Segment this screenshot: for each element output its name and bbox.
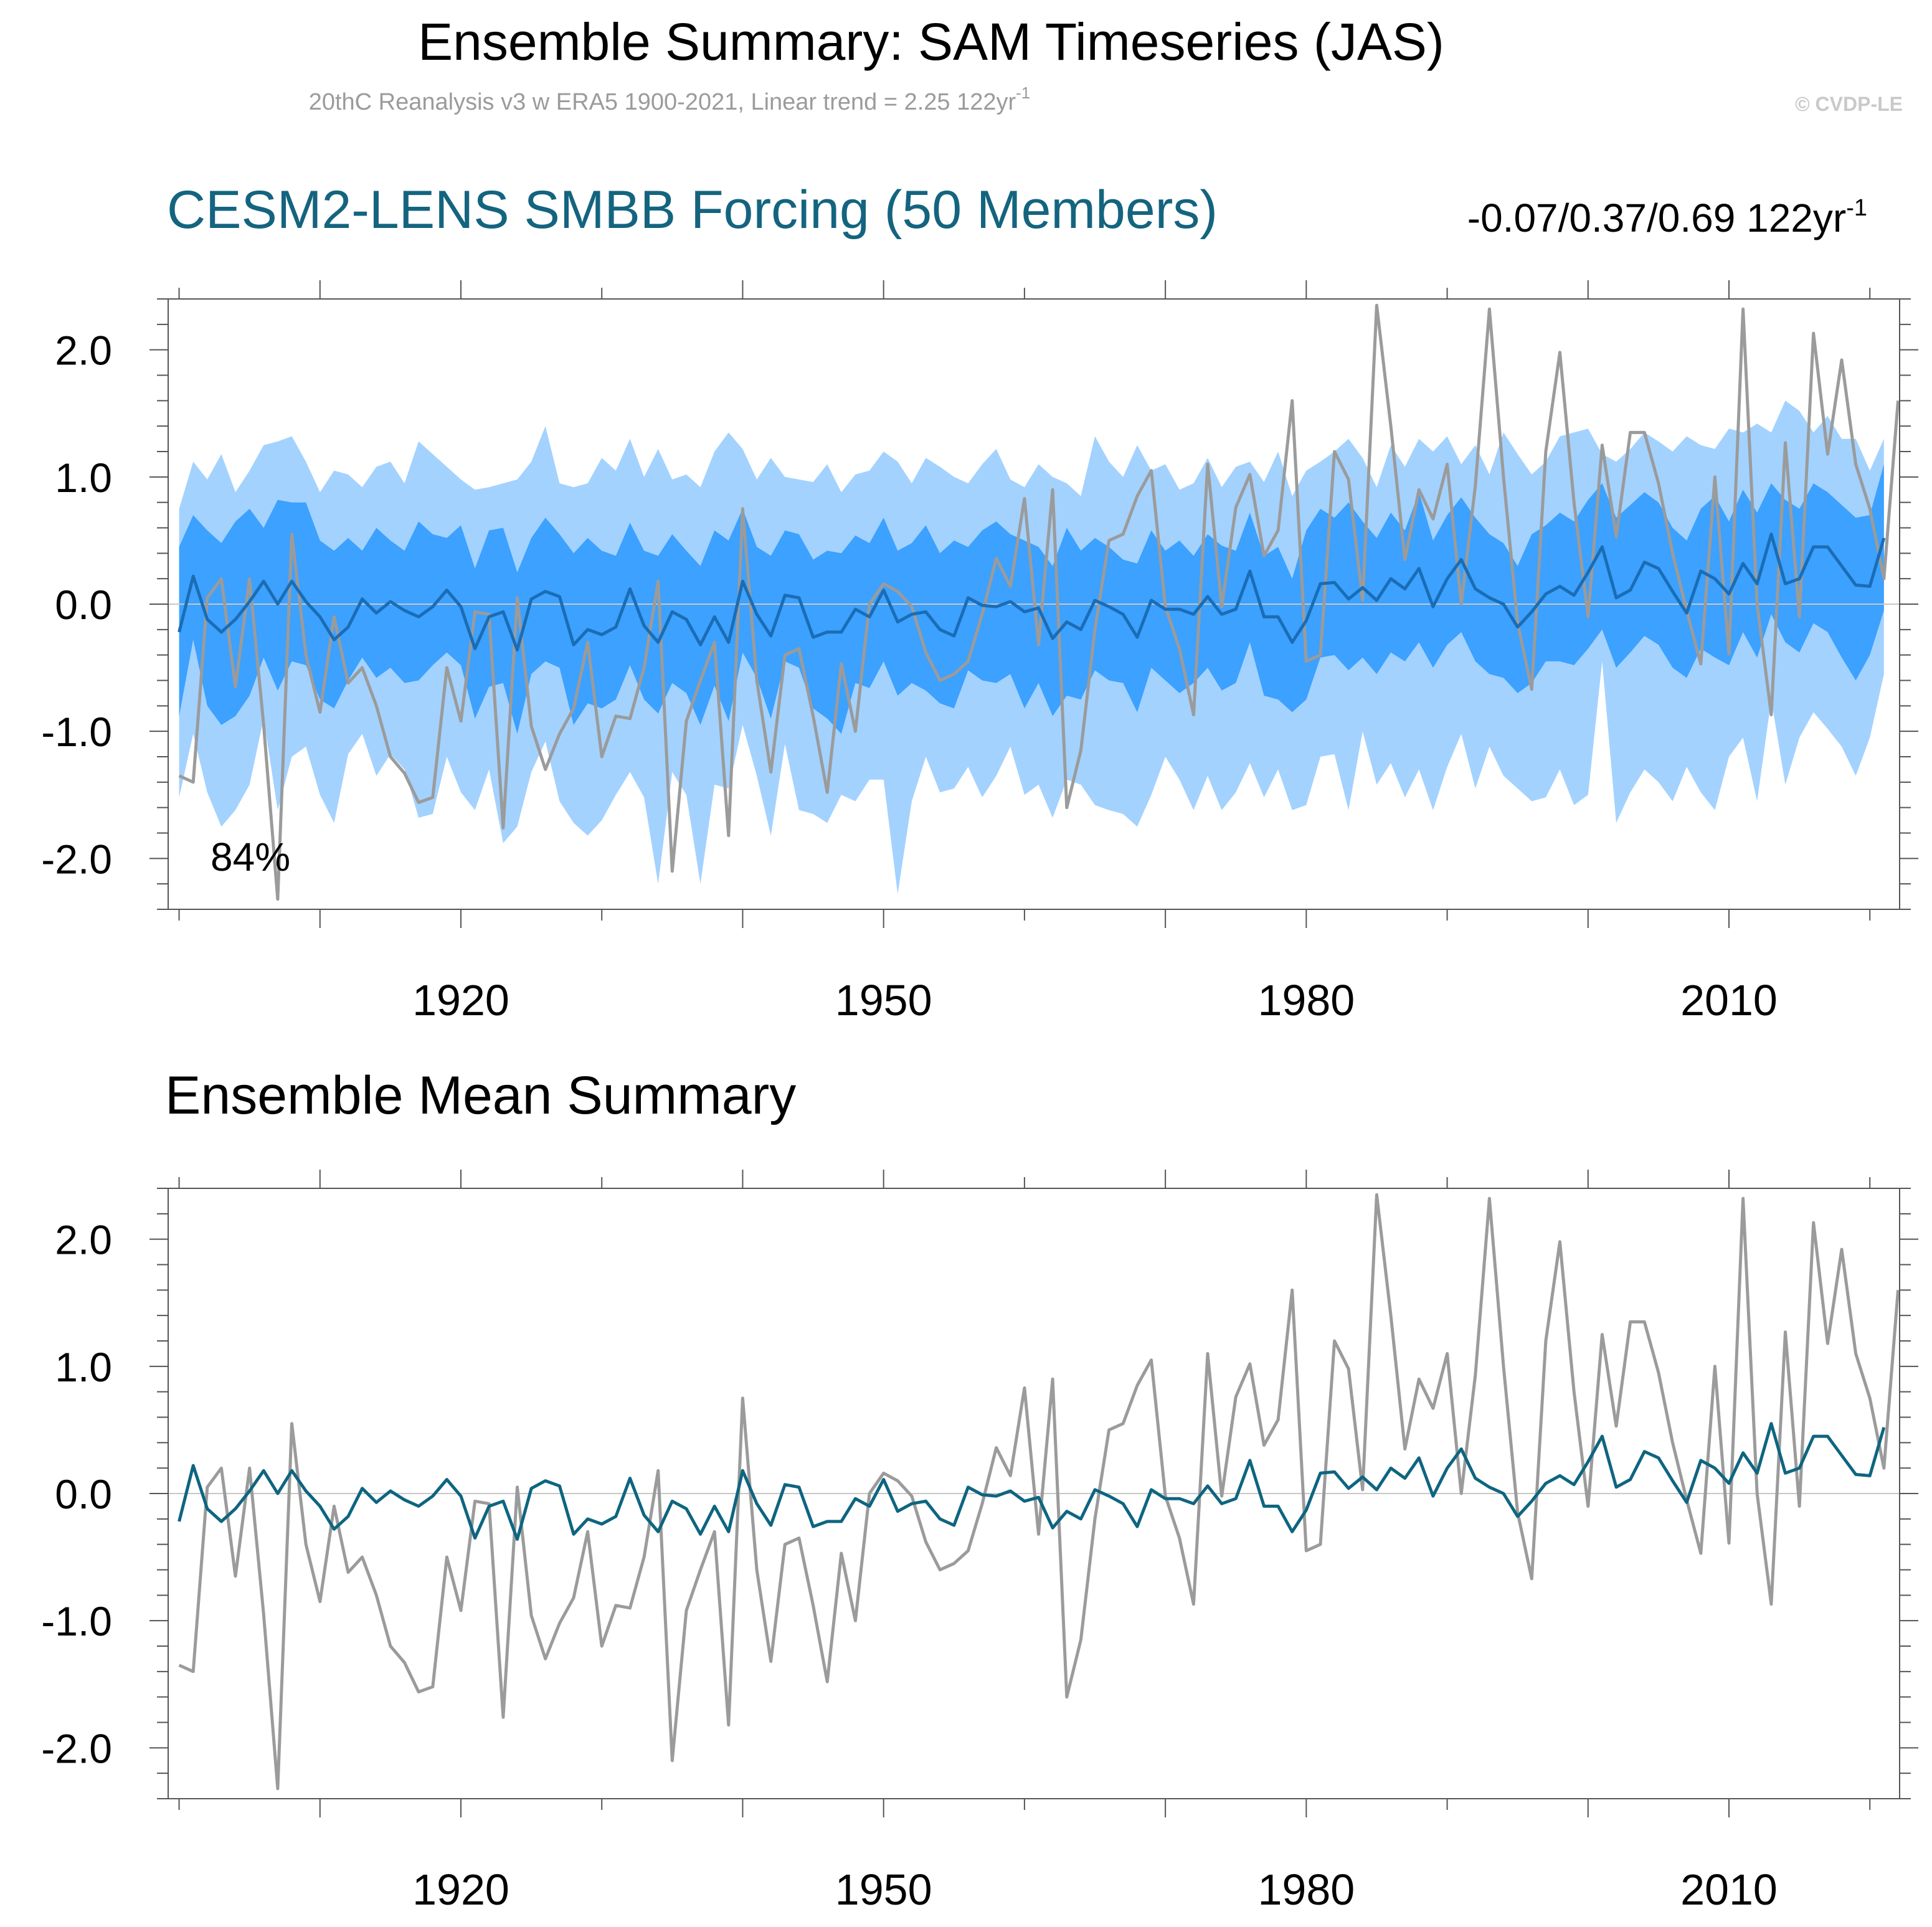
bottom-axes: 2.0 1.0 0.0 -1.0 -2.0 1920 1950 1980 2010 <box>41 1170 1918 1914</box>
bottom-xtick-label: 1950 <box>835 1865 932 1914</box>
bottom-panel-title: Ensemble Mean Summary <box>165 1066 796 1125</box>
bottom-ytick-label: 0.0 <box>55 1471 112 1517</box>
bottom-panel: 2.0 1.0 0.0 -1.0 -2.0 1920 1950 1980 2010 <box>41 1170 1918 1914</box>
top-percent-annotation: 84% <box>211 835 290 879</box>
top-xtick-label: 2010 <box>1680 976 1778 1025</box>
bottom-ensemble-mean-line <box>178 1422 1886 1541</box>
bottom-ytick-label: -1.0 <box>41 1598 112 1644</box>
bottom-xtick-label: 2010 <box>1680 1865 1778 1914</box>
top-trend-text: -0.07/0.37/0.69 122yr <box>1467 196 1846 240</box>
top-ytick-label: -2.0 <box>41 836 112 882</box>
top-panel: 2.0 1.0 0.0 -1.0 -2.0 1920 1950 1980 2010 <box>41 280 1918 1025</box>
top-panel-title: CESM2-LENS SMBB Forcing (50 Members) <box>167 180 1218 240</box>
bottom-ytick-label: 2.0 <box>55 1217 112 1263</box>
subtitle-superscript: -1 <box>1016 83 1030 102</box>
bottom-observed-series-line <box>178 1193 1900 1791</box>
top-ensemble-mean-line <box>178 533 1886 651</box>
bottom-ytick-label: 1.0 <box>55 1344 112 1390</box>
copyright-label: © CVDP-LE <box>1795 93 1903 115</box>
top-xtick-label: 1950 <box>835 976 932 1025</box>
top-ytick-label: 0.0 <box>55 582 112 628</box>
top-ytick-label: 2.0 <box>55 328 112 374</box>
subtitle-text: 20thC Reanalysis v3 w ERA5 1900-2021, Li… <box>309 89 1016 115</box>
top-ensemble-bands <box>179 400 1884 894</box>
top-series-lines <box>178 303 1900 901</box>
top-trend-label: -0.07/0.37/0.69 122yr-1 <box>1467 195 1867 240</box>
bottom-xtick-label: 1980 <box>1257 1865 1355 1914</box>
top-trend-superscript: -1 <box>1846 195 1867 221</box>
top-xtick-label: 1920 <box>412 976 509 1025</box>
subtitle: 20thC Reanalysis v3 w ERA5 1900-2021, Li… <box>309 83 1031 115</box>
top-ytick-label: -1.0 <box>41 709 112 755</box>
bottom-series-lines <box>178 1193 1900 1791</box>
top-ytick-label: 1.0 <box>55 455 112 501</box>
top-observed-series-line <box>178 303 1900 901</box>
bottom-xtick-label: 1920 <box>412 1865 509 1914</box>
bottom-ytick-label: -2.0 <box>41 1725 112 1771</box>
top-axes: 2.0 1.0 0.0 -1.0 -2.0 1920 1950 1980 2010 <box>41 280 1918 1025</box>
top-xtick-label: 1980 <box>1257 976 1355 1025</box>
top-inner-band-area <box>179 464 1884 734</box>
main-title: Ensemble Summary: SAM Timeseries (JAS) <box>418 12 1444 71</box>
